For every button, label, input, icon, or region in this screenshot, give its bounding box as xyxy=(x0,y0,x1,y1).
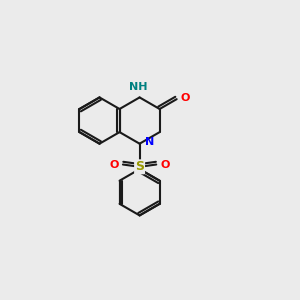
Text: O: O xyxy=(110,160,119,170)
Text: O: O xyxy=(180,93,189,103)
Text: O: O xyxy=(160,160,170,170)
Text: S: S xyxy=(135,160,144,173)
Text: NH: NH xyxy=(129,82,148,92)
Text: N: N xyxy=(145,137,154,147)
